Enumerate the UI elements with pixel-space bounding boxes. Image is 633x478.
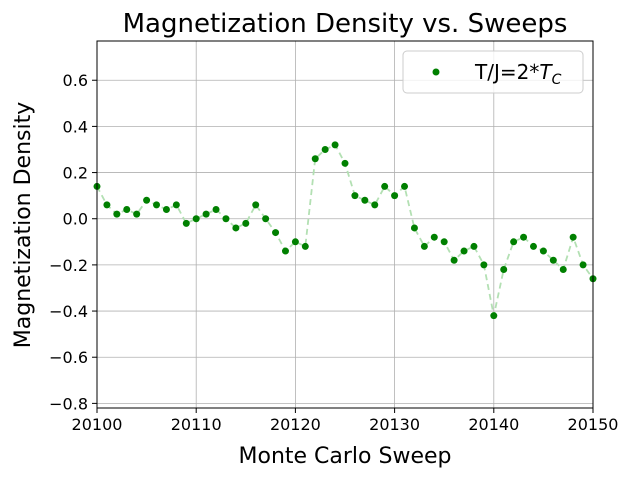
data-point	[331, 141, 339, 149]
data-point	[222, 215, 230, 223]
data-point	[321, 145, 329, 153]
data-point	[232, 224, 240, 232]
series-points	[93, 141, 597, 320]
data-point	[103, 201, 111, 209]
data-point	[480, 261, 488, 269]
x-tick-label: 20120	[270, 415, 321, 434]
legend-label-symbol: T	[539, 60, 553, 84]
data-point	[182, 219, 190, 227]
y-tick-label: −0.4	[49, 302, 88, 321]
data-point	[440, 238, 448, 246]
x-tick-label: 20110	[171, 415, 222, 434]
legend-label: T/J=2*TC	[474, 60, 562, 88]
data-point	[291, 238, 299, 246]
data-point	[391, 192, 399, 200]
y-tick-label: −0.8	[49, 394, 88, 413]
data-point	[529, 242, 537, 250]
x-tick-label: 20140	[468, 415, 519, 434]
data-point	[242, 219, 250, 227]
y-tick-label: −0.2	[49, 256, 88, 275]
data-point	[381, 182, 389, 190]
data-point	[470, 242, 478, 250]
data-point	[143, 196, 151, 204]
data-point	[341, 159, 349, 167]
data-point	[192, 215, 200, 223]
data-point	[520, 233, 528, 241]
data-point	[172, 201, 180, 209]
x-tick-label: 20130	[369, 415, 420, 434]
data-point	[510, 238, 518, 246]
series-line	[96, 143, 594, 316]
data-point	[351, 192, 359, 200]
x-tick-label: 20150	[568, 415, 619, 434]
y-axis: −0.8 −0.6 −0.4 −0.2 0.0 0.2 0.4 0.6	[49, 71, 97, 413]
data-point	[361, 196, 369, 204]
data-point	[212, 205, 220, 213]
series-polyline	[96, 143, 594, 316]
y-tick-label: 0.4	[63, 117, 88, 136]
y-tick-label: −0.6	[49, 348, 88, 367]
data-point	[539, 247, 547, 255]
plot-frame	[96, 40, 594, 409]
data-point	[162, 205, 170, 213]
legend-label-subscript: C	[552, 72, 562, 88]
data-point	[133, 210, 141, 218]
data-point	[559, 266, 567, 274]
data-point	[549, 256, 557, 264]
legend: T/J=2*TC	[402, 50, 584, 94]
grid	[96, 41, 594, 408]
data-point	[371, 201, 379, 209]
data-point	[420, 242, 428, 250]
data-point	[153, 201, 161, 209]
data-point	[490, 312, 498, 320]
x-axis-label: Monte Carlo Sweep	[239, 444, 452, 469]
y-tick-label: 0.0	[63, 210, 88, 229]
x-tick-label: 20100	[72, 415, 123, 434]
data-point	[311, 155, 319, 163]
data-point	[450, 256, 458, 264]
x-axis: 20100 20110 20120 20130 20140 20150	[72, 408, 619, 434]
data-point	[113, 210, 121, 218]
data-point	[410, 224, 418, 232]
data-point	[281, 247, 289, 255]
legend-box	[402, 50, 584, 94]
data-point	[579, 261, 587, 269]
data-point	[202, 210, 210, 218]
data-point	[252, 201, 260, 209]
y-axis-label: Magnetization Density	[11, 102, 36, 348]
data-point	[262, 215, 270, 223]
chart-title: Magnetization Density vs. Sweeps	[123, 9, 568, 39]
data-point	[430, 233, 438, 241]
data-point	[460, 247, 468, 255]
y-tick-label: 0.2	[63, 164, 88, 183]
data-point	[272, 229, 280, 237]
data-point	[123, 205, 131, 213]
y-tick-label: 0.6	[63, 71, 88, 90]
data-point	[569, 233, 577, 241]
legend-marker	[432, 68, 440, 76]
data-point	[301, 242, 309, 250]
data-point	[401, 182, 409, 190]
data-point	[500, 266, 508, 274]
legend-label-prefix: T/J=2*	[474, 60, 539, 84]
